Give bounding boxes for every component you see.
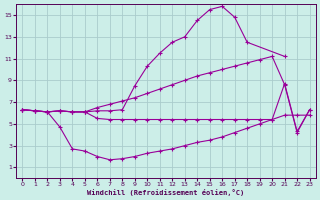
X-axis label: Windchill (Refroidissement éolien,°C): Windchill (Refroidissement éolien,°C) xyxy=(87,189,245,196)
